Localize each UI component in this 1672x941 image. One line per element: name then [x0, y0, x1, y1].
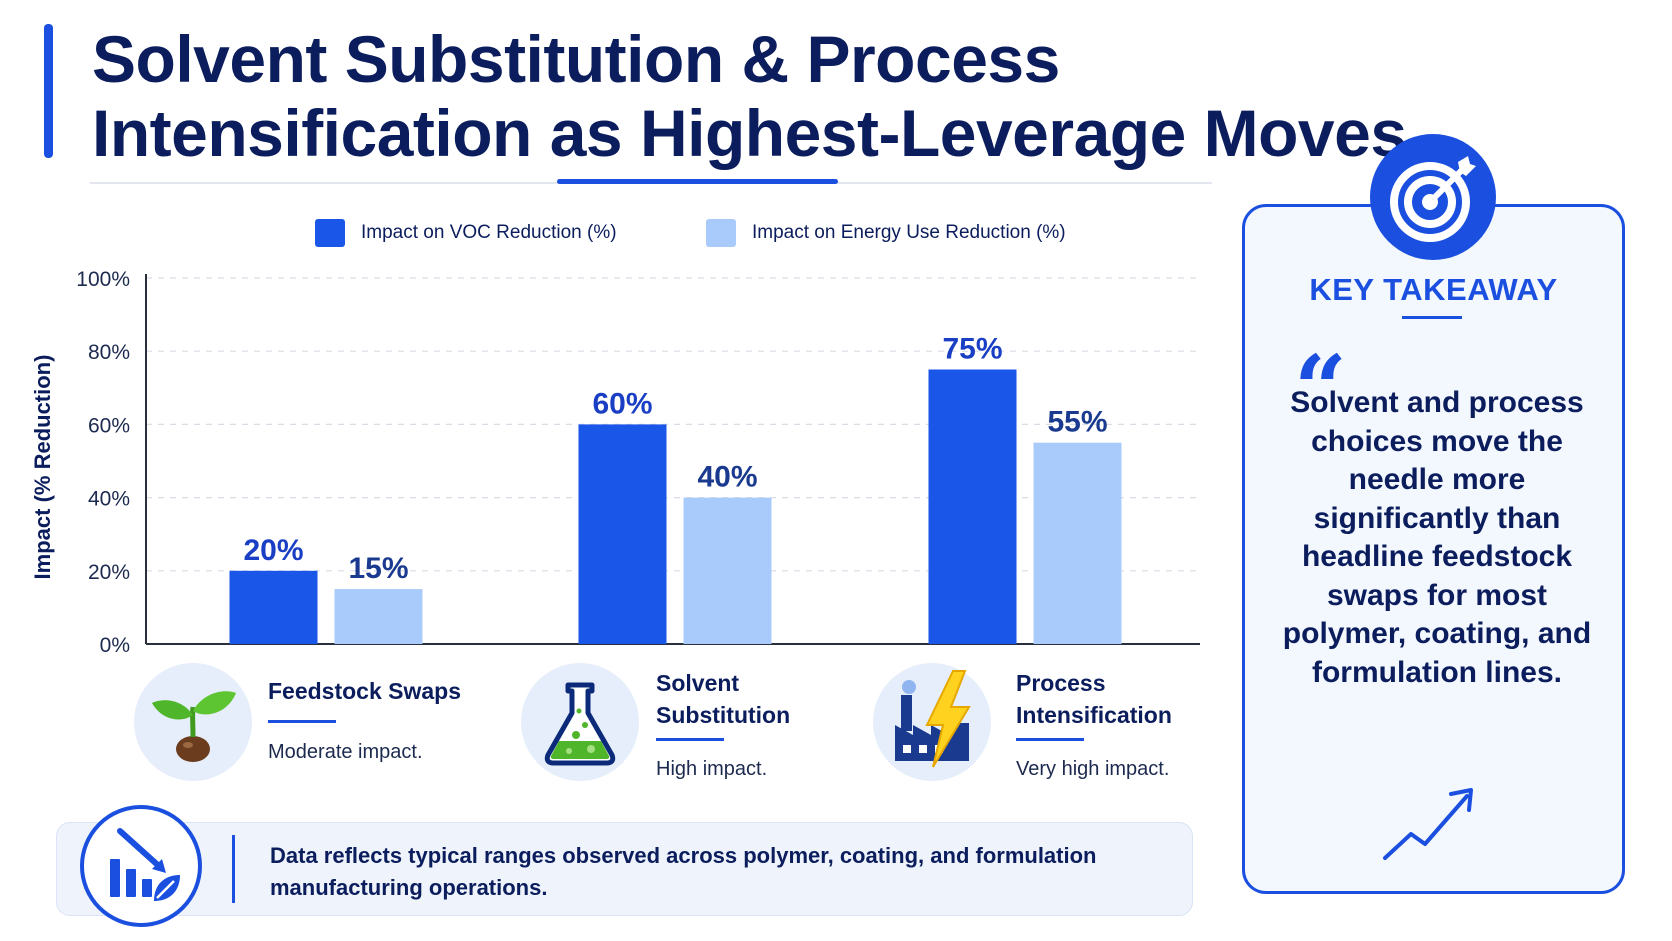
bar-voc [229, 570, 318, 644]
y-tick-label: 60% [88, 414, 130, 437]
legend-label-energy: Impact on Energy Use Reduction (%) [752, 222, 1066, 243]
title-divider-accent [557, 179, 838, 184]
key-takeaway-underline [1402, 316, 1462, 319]
bar-value-label: 15% [348, 552, 408, 585]
y-tick-label: 0% [100, 634, 130, 657]
bar-value-label: 20% [243, 534, 303, 567]
category-desc-feedstock: Moderate impact. [268, 741, 423, 763]
category-desc-solvent: High impact. [656, 758, 768, 780]
category-title-feedstock: Feedstock Swaps [268, 678, 462, 704]
data-note-text: Data reflects typical ranges observed ac… [270, 843, 1097, 900]
category-underline-solvent [656, 738, 724, 741]
target-icon [1370, 134, 1496, 260]
category-title-solvent: Solvent Substitution [656, 670, 791, 728]
y-tick-label: 40% [88, 488, 130, 511]
bar-voc [578, 424, 667, 644]
legend-item-voc: Impact on VOC Reduction (%) [315, 218, 617, 248]
bar-voc [928, 369, 1017, 644]
bar-value-label: 60% [592, 387, 652, 420]
key-takeaway-text: Solvent and process choices move the nee… [1282, 386, 1592, 689]
y-tick-label: 20% [88, 561, 130, 584]
legend-item-energy: Impact on Energy Use Reduction (%) [706, 218, 1066, 248]
trend-up-icon [1383, 788, 1473, 860]
legend-swatch-voc [315, 219, 345, 247]
category-underline-process [1016, 738, 1084, 741]
y-tick-label: 80% [88, 341, 130, 364]
quote-mark-icon: “ [1294, 335, 1347, 443]
bar-energy [334, 589, 423, 644]
key-takeaway-heading: KEY TAKEAWAY [1309, 272, 1558, 307]
data-note-divider [232, 835, 235, 903]
factory-lightning-icon [873, 663, 991, 781]
data-note-box [56, 822, 1193, 916]
bar-energy [683, 497, 772, 644]
sprout-icon [134, 663, 252, 781]
page-title: Solvent Substitution & Process Intensifi… [92, 22, 1407, 170]
legend-label-voc: Impact on VOC Reduction (%) [361, 222, 617, 243]
category-desc-process: Very high impact. [1016, 758, 1170, 780]
category-underline-feedstock [268, 720, 336, 723]
chart-decline-leaf-icon [80, 805, 202, 927]
bar-value-label: 40% [697, 461, 757, 494]
title-accent-bar [44, 24, 53, 158]
y-axis-label: Impact (% Reduction) [30, 355, 55, 580]
legend-swatch-energy [706, 219, 736, 247]
bar-value-label: 55% [1047, 406, 1107, 439]
category-title-process: Process Intensification [1016, 670, 1172, 728]
bar-value-label: 75% [942, 333, 1002, 366]
bar-energy [1033, 442, 1122, 644]
y-tick-label: 100% [76, 268, 130, 291]
flask-icon [521, 663, 639, 781]
